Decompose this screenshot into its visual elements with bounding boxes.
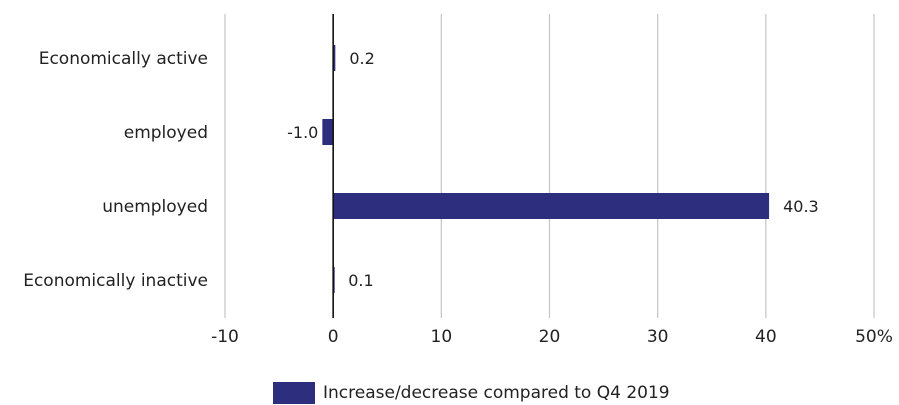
bar — [333, 193, 770, 219]
bar — [333, 45, 336, 71]
legend-label: Increase/decrease compared to Q4 2019 — [323, 383, 670, 403]
x-tick-label: 10 — [431, 327, 453, 347]
x-tick-label: 30 — [647, 327, 669, 347]
bar — [322, 119, 334, 145]
data-label: -1.0 — [287, 123, 318, 142]
x-tick-label: -10 — [211, 327, 239, 347]
category-label: employed — [124, 123, 208, 143]
data-label: 0.1 — [348, 271, 373, 290]
x-tick-label: 20 — [539, 327, 561, 347]
x-tick-label: 40 — [755, 327, 777, 347]
legend-swatch — [273, 382, 315, 404]
legend: Increase/decrease compared to Q4 2019 — [273, 381, 670, 405]
data-label: 40.3 — [783, 197, 819, 216]
x-tick-label: 50% — [855, 327, 893, 347]
category-label: Economically active — [39, 49, 208, 69]
x-tick-label: 0 — [328, 327, 339, 347]
category-label: Economically inactive — [23, 271, 208, 291]
category-label: unemployed — [102, 197, 208, 217]
data-label: 0.2 — [349, 49, 374, 68]
bar-chart: Economically active employed unemployed Eco… — [23, 14, 893, 347]
